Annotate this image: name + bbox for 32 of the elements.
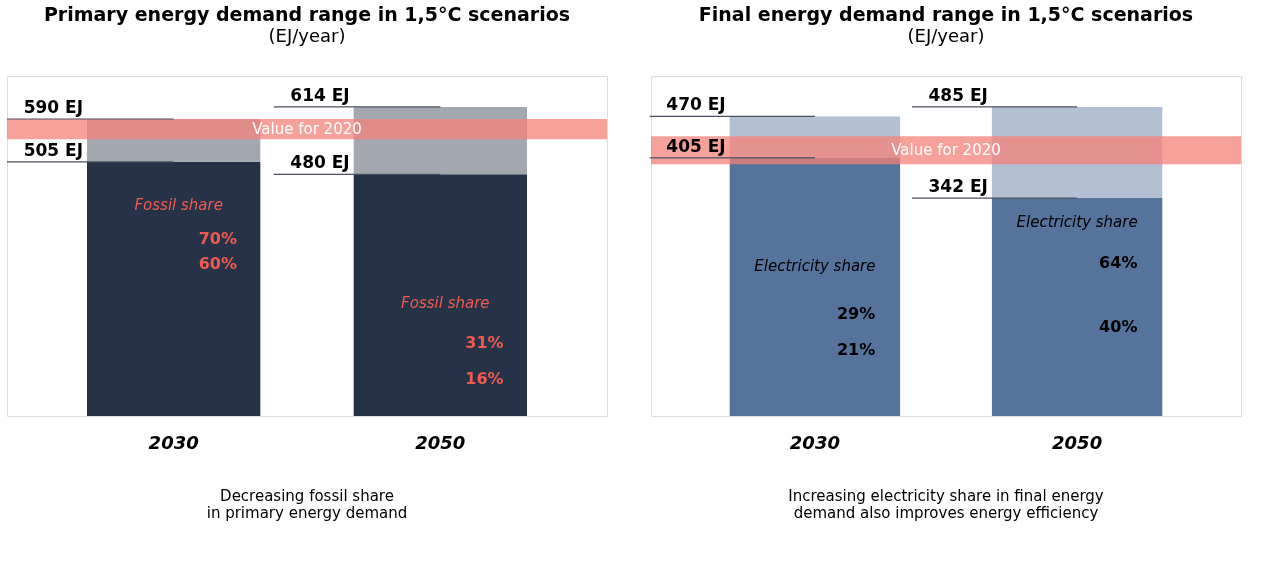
data-label: 405 EJ: [666, 135, 726, 156]
annotation: 21%: [836, 339, 876, 359]
x-tick-label: 2030: [148, 431, 199, 453]
x-tick-label: 2050: [1052, 431, 1103, 453]
annotation: 64%: [1099, 253, 1138, 273]
annotation: Fossil share: [134, 195, 223, 214]
annotation: 614 EJ: [290, 84, 350, 105]
text: Decreasing fossil share in primary energy demand: [206, 487, 408, 522]
annotation: Electricity share: [1016, 213, 1138, 232]
band-label: Value for 2020: [891, 141, 1001, 160]
annotation: 470 EJ: [666, 94, 726, 115]
annotation: 60%: [198, 254, 237, 274]
band-label: Value for 2020: [252, 120, 362, 139]
annotation: 40%: [1099, 316, 1138, 336]
annotation: Electricity share: [754, 257, 876, 276]
chart-title: Primary energy demand range in 1,5°C scenarios: [43, 3, 571, 25]
chart-title: Final energy demand range in 1,5°C scenarios: [698, 3, 1194, 25]
x-tick-label: 2050: [415, 431, 466, 453]
annotation: 590 EJ: [23, 96, 83, 117]
annotation: 70%: [198, 228, 237, 248]
text: Increasing electricity share in final energy demand also improves energy efficiency: [788, 487, 1104, 522]
annotation: 16%: [465, 369, 504, 389]
annotation: 31%: [465, 333, 504, 353]
annotation: Fossil share: [401, 294, 490, 313]
chart-subtitle: (EJ/year): [907, 25, 985, 46]
data-label: 505 EJ: [23, 139, 83, 160]
annotation: 485 EJ: [928, 84, 988, 105]
data-label: 342 EJ: [928, 176, 988, 197]
x-tick-label: 2030: [789, 431, 840, 453]
chart-subtitle: (EJ/year): [268, 25, 346, 46]
annotation: 29%: [836, 304, 876, 324]
data-label: 480 EJ: [290, 152, 350, 173]
